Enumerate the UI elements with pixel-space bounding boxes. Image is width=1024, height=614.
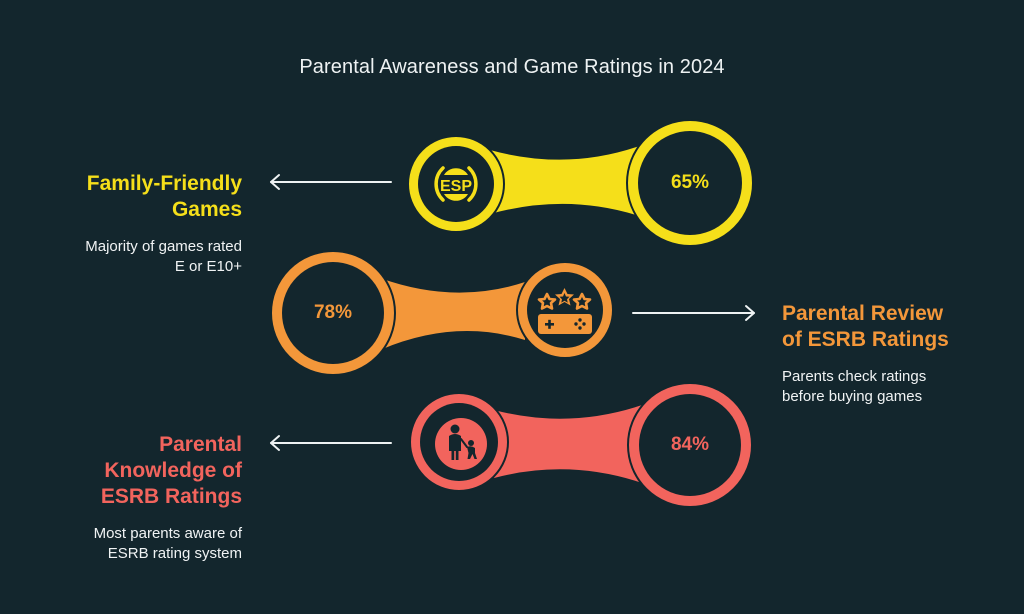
- stars-gamepad-icon: [537, 288, 592, 334]
- label-parental-review: Parental Review of ESRB Ratings Parents …: [782, 301, 1024, 407]
- description-parental-knowledge: Most parents aware of ESRB rating system: [93, 525, 242, 562]
- value-parental-knowledge: 84%: [670, 434, 710, 455]
- value-parental-review: 78%: [313, 302, 353, 323]
- connector-bridge: [490, 144, 645, 218]
- label-parental-knowledge: Parental Knowledge of ESRB Ratings Most …: [0, 432, 242, 564]
- arrow-left-icon: [270, 435, 392, 451]
- heading-parental-knowledge: Parental Knowledge of ESRB Ratings: [100, 433, 242, 508]
- arrow-left-icon: [270, 174, 392, 190]
- row-parental-review: [270, 250, 755, 376]
- value-family-friendly: 65%: [670, 172, 710, 193]
- esp-icon: ESP: [434, 166, 478, 202]
- connector-bridge: [494, 404, 645, 484]
- label-family-friendly: Family-Friendly Games Majority of games …: [0, 171, 242, 277]
- connector-bridge: [380, 278, 525, 350]
- description-parental-review: Parents check ratings before buying game…: [782, 368, 927, 405]
- arrow-right-icon: [632, 305, 755, 321]
- page-title: Parental Awareness and Game Ratings in 2…: [299, 56, 725, 78]
- row-parental-knowledge: [270, 382, 753, 508]
- parent-child-icon: [435, 418, 487, 470]
- row-family-friendly: ESP: [270, 119, 754, 247]
- heading-parental-review: Parental Review of ESRB Ratings: [782, 302, 949, 351]
- description-family-friendly: Majority of games rated E or E10+: [85, 238, 242, 275]
- heading-family-friendly: Family-Friendly Games: [86, 172, 242, 221]
- svg-text:ESP: ESP: [440, 178, 472, 195]
